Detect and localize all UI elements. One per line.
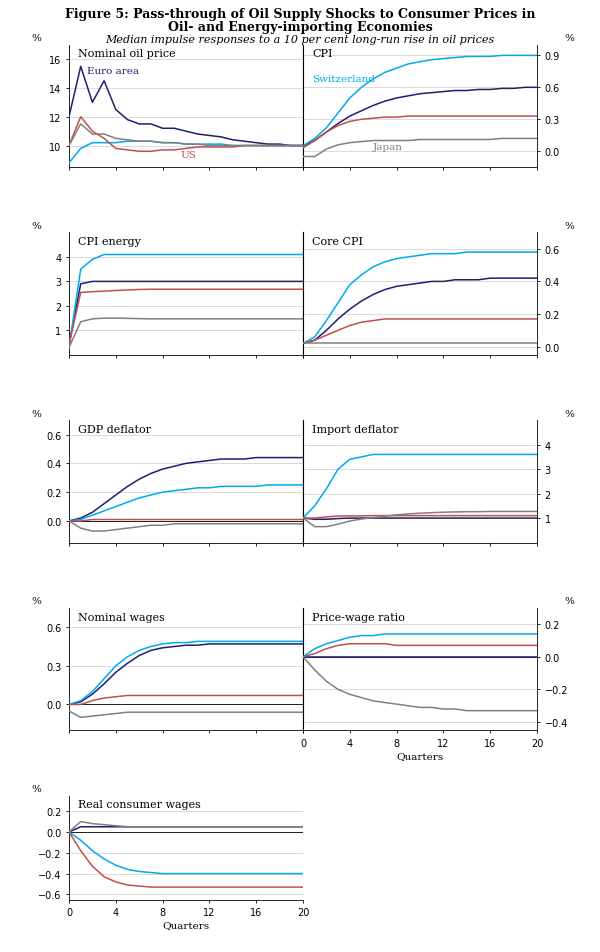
- Text: CPI energy: CPI energy: [79, 237, 141, 247]
- Text: US: US: [180, 150, 196, 160]
- Text: %: %: [565, 597, 575, 605]
- Text: GDP deflator: GDP deflator: [79, 425, 151, 434]
- Text: Price-wage ratio: Price-wage ratio: [313, 612, 405, 622]
- X-axis label: Quarters: Quarters: [163, 920, 209, 929]
- Text: Switzerland: Switzerland: [313, 75, 376, 84]
- Text: %: %: [31, 409, 41, 418]
- Text: Import deflator: Import deflator: [313, 425, 399, 434]
- Text: Figure 5: Pass-through of Oil Supply Shocks to Consumer Prices in: Figure 5: Pass-through of Oil Supply Sho…: [65, 8, 535, 21]
- Text: Nominal oil price: Nominal oil price: [79, 50, 176, 59]
- Text: %: %: [31, 597, 41, 605]
- Text: Oil- and Energy-importing Economies: Oil- and Energy-importing Economies: [167, 21, 433, 34]
- Text: Japan: Japan: [373, 143, 403, 152]
- Text: %: %: [565, 34, 575, 43]
- Text: Nominal wages: Nominal wages: [79, 612, 165, 622]
- Text: %: %: [31, 34, 41, 43]
- Text: %: %: [31, 784, 41, 794]
- Text: %: %: [31, 222, 41, 230]
- X-axis label: Quarters: Quarters: [397, 751, 443, 760]
- Text: Core CPI: Core CPI: [313, 237, 364, 247]
- Text: Euro area: Euro area: [86, 67, 139, 76]
- Text: CPI: CPI: [313, 50, 333, 59]
- Text: Real consumer wages: Real consumer wages: [79, 799, 201, 809]
- Text: Median impulse responses to a 10 per cent long-run rise in oil prices: Median impulse responses to a 10 per cen…: [106, 35, 494, 45]
- Text: %: %: [565, 409, 575, 418]
- Text: %: %: [565, 222, 575, 230]
